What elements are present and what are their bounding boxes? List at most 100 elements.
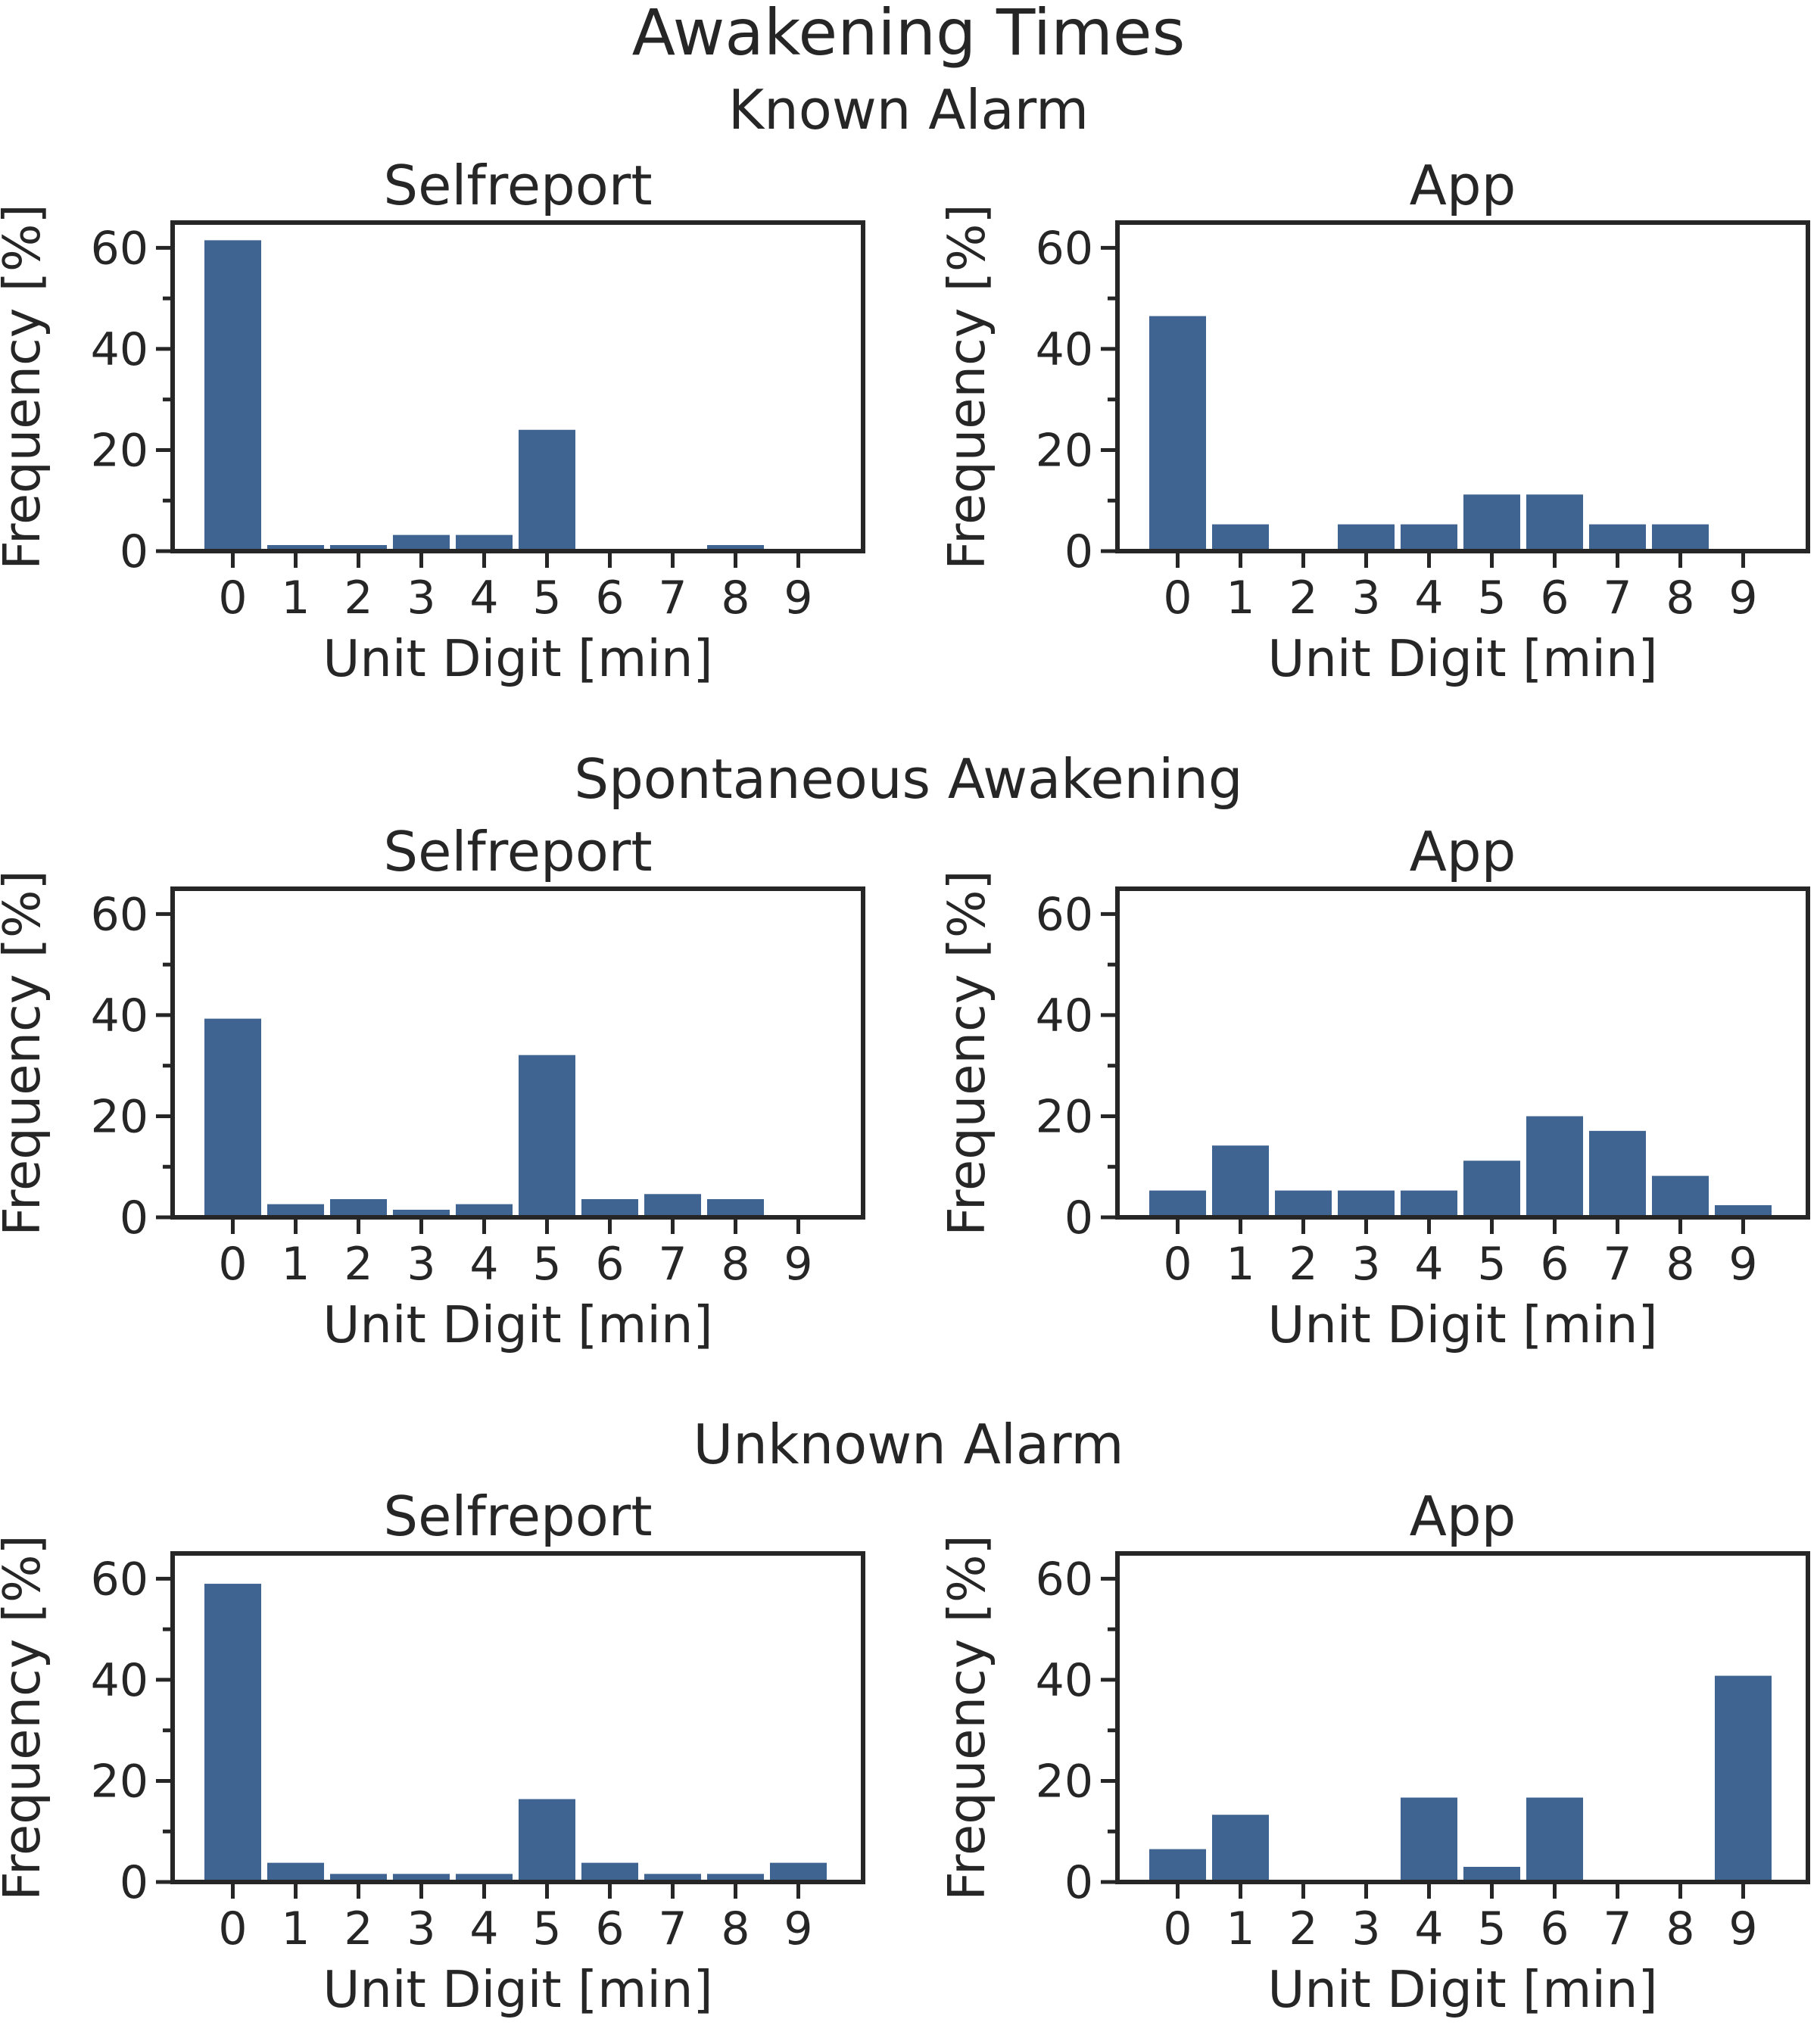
x-tick-label: 1 [1226, 1902, 1254, 1955]
x-axis-label: Unit Digit [min] [1267, 1960, 1657, 2019]
bar-2 [330, 544, 387, 551]
bar-3 [393, 1209, 450, 1217]
x-tick-label: 6 [595, 572, 624, 625]
bar-0 [204, 1018, 261, 1217]
bar-0 [204, 240, 261, 551]
y-tick-label: 60 [91, 888, 148, 941]
x-tick-label: 6 [1540, 1902, 1569, 1955]
bar-7 [1589, 524, 1646, 551]
x-tick-label: 4 [1414, 1238, 1443, 1291]
bar-1 [1212, 1815, 1269, 1882]
x-tick-label: 3 [407, 572, 435, 625]
y-tick-label: 20 [1036, 424, 1093, 477]
panel-title: Selfreport [383, 154, 652, 217]
bar-6 [1526, 1797, 1583, 1882]
y-axis-label: Frequency [%] [937, 204, 996, 569]
x-tick-label: 9 [1728, 1902, 1757, 1955]
bar-6 [581, 1862, 638, 1882]
plot-frame [1115, 1551, 1810, 1884]
x-tick-label: 2 [1289, 1902, 1317, 1955]
x-tick-label: 9 [784, 1238, 812, 1291]
bar-3 [1338, 1190, 1395, 1217]
bar-3 [393, 534, 450, 551]
bar-2 [1275, 1190, 1332, 1217]
x-tick-label: 2 [1289, 1238, 1317, 1291]
bar-9 [770, 1862, 827, 1882]
y-tick-label: 40 [1036, 1654, 1093, 1707]
panel-title: App [1410, 820, 1516, 883]
bar-1 [1212, 1145, 1269, 1217]
x-tick-label: 6 [1540, 1238, 1569, 1291]
x-tick-label: 8 [1666, 572, 1694, 625]
x-tick-label: 3 [407, 1238, 435, 1291]
bar-4 [1401, 524, 1457, 551]
bar-4 [1401, 1190, 1457, 1217]
y-axis-label: Frequency [%] [0, 870, 51, 1235]
x-tick-label: 0 [1163, 572, 1192, 625]
x-axis-label: Unit Digit [min] [1267, 629, 1657, 688]
y-tick-label: 40 [91, 1654, 148, 1707]
x-tick-label: 7 [658, 1902, 687, 1955]
x-tick-label: 4 [1414, 1902, 1443, 1955]
y-axis-label: Frequency [%] [0, 1535, 51, 1900]
bar-4 [456, 1874, 513, 1882]
bar-0 [204, 1584, 261, 1882]
section-title-spontaneous-awakening: Spontaneous Awakening [574, 747, 1242, 811]
x-tick-label: 5 [1477, 1902, 1506, 1955]
bar-5 [1463, 1866, 1520, 1882]
x-tick-label: 0 [218, 1902, 247, 1955]
panel-title: Selfreport [383, 1485, 652, 1548]
bar-6 [581, 1198, 638, 1217]
x-tick-label: 8 [721, 572, 750, 625]
bar-8 [1652, 1176, 1709, 1217]
bar-7 [1589, 1130, 1646, 1217]
bar-3 [1338, 524, 1395, 551]
x-axis-label: Unit Digit [min] [323, 1960, 712, 2019]
x-tick-label: 6 [1540, 572, 1569, 625]
bar-1 [267, 1204, 324, 1217]
x-tick-label: 0 [218, 572, 247, 625]
x-tick-label: 1 [1226, 572, 1254, 625]
panel-title: Selfreport [383, 820, 652, 883]
bar-6 [1526, 494, 1583, 551]
x-tick-label: 7 [1603, 572, 1632, 625]
bar-1 [267, 544, 324, 551]
x-tick-label: 6 [595, 1238, 624, 1291]
y-tick-label: 0 [120, 1856, 148, 1909]
x-tick-label: 5 [532, 572, 561, 625]
y-tick-label: 60 [1036, 222, 1093, 275]
x-tick-label: 7 [658, 1238, 687, 1291]
y-tick-label: 20 [1036, 1090, 1093, 1143]
x-tick-label: 8 [721, 1238, 750, 1291]
x-tick-label: 9 [1728, 1238, 1757, 1291]
bar-7 [644, 1194, 701, 1217]
x-tick-label: 1 [281, 1238, 310, 1291]
y-tick-label: 40 [91, 323, 148, 376]
x-tick-label: 2 [344, 1238, 372, 1291]
x-tick-label: 8 [721, 1902, 750, 1955]
x-tick-label: 0 [218, 1238, 247, 1291]
x-tick-label: 5 [1477, 1238, 1506, 1291]
plot-frame [170, 886, 865, 1220]
y-tick-label: 60 [91, 1553, 148, 1606]
x-tick-label: 4 [469, 572, 498, 625]
y-tick-label: 0 [1064, 1856, 1093, 1909]
section-title-known-alarm: Known Alarm [728, 78, 1089, 142]
x-tick-label: 2 [344, 572, 372, 625]
figure-title: Awakening Times [632, 0, 1186, 70]
bar-0 [1149, 1190, 1206, 1217]
y-tick-label: 20 [1036, 1755, 1093, 1808]
x-tick-label: 4 [469, 1238, 498, 1291]
x-tick-label: 5 [1477, 572, 1506, 625]
panel-title: App [1410, 154, 1516, 217]
x-tick-label: 6 [595, 1902, 624, 1955]
x-tick-label: 4 [469, 1902, 498, 1955]
x-tick-label: 4 [1414, 572, 1443, 625]
x-tick-label: 9 [784, 1902, 812, 1955]
x-tick-label: 7 [1603, 1238, 1632, 1291]
bar-6 [1526, 1116, 1583, 1217]
plot-frame [1115, 220, 1810, 553]
x-tick-label: 7 [658, 572, 687, 625]
bar-2 [330, 1198, 387, 1217]
